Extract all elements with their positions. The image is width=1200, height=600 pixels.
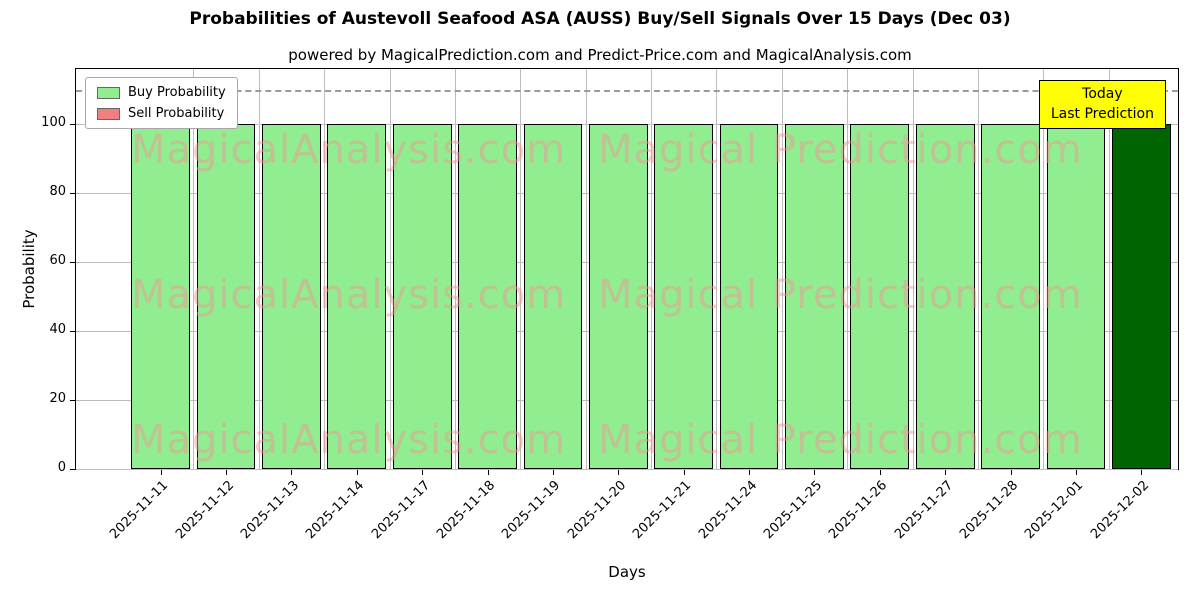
bar: [850, 124, 910, 469]
bar: [1111, 124, 1171, 469]
x-tick-label: 2025-11-26: [826, 478, 891, 543]
x-tick-mark: [552, 469, 554, 475]
x-tick-mark: [422, 469, 424, 475]
x-tick-mark: [226, 469, 228, 475]
legend-item-sell: Sell Probability: [97, 106, 226, 121]
dashed-guideline: [76, 89, 1178, 92]
x-gridline: [912, 69, 914, 469]
x-tick-label: 2025-11-11: [107, 478, 172, 543]
y-tick-label: 100: [41, 115, 66, 131]
chart-title: Probabilities of Austevoll Seafood ASA (…: [189, 9, 1011, 29]
x-tick-mark: [945, 469, 947, 475]
legend: Buy Probability Sell Probability: [85, 77, 238, 129]
x-tick-mark: [356, 469, 358, 475]
y-tick-label: 0: [57, 460, 66, 475]
y-tick-label: 20: [49, 391, 66, 407]
legend-swatch-buy: [97, 86, 120, 99]
y-tick-label: 60: [49, 253, 66, 269]
bar: [392, 124, 452, 469]
bar: [523, 124, 583, 469]
bar: [196, 124, 256, 469]
watermark-text: Magical Prediction.com: [598, 417, 1083, 463]
watermark-text: MagicalAnalysis.com: [131, 417, 567, 463]
bar: [588, 124, 648, 469]
legend-item-buy: Buy Probability: [97, 85, 226, 100]
x-gridline: [585, 69, 587, 469]
x-tick-mark: [160, 469, 162, 475]
y-tick-mark: [70, 469, 76, 470]
x-gridline: [716, 69, 718, 469]
legend-swatch-sell: [97, 107, 120, 120]
bar: [719, 124, 779, 469]
x-tick-mark: [683, 469, 685, 475]
x-tick-label: 2025-12-02: [1087, 478, 1152, 543]
x-gridline: [977, 69, 979, 469]
x-tick-label: 2025-11-20: [564, 478, 629, 543]
x-tick-label: 2025-11-28: [957, 478, 1022, 543]
bar: [915, 124, 975, 469]
x-tick-mark: [749, 469, 751, 475]
x-gridline: [454, 69, 456, 469]
y-tick-mark: [70, 400, 76, 402]
y-tick-mark: [70, 193, 76, 195]
y-tick-mark: [70, 331, 76, 333]
today-annotation-line2: Last Prediction: [1050, 106, 1154, 123]
x-tick-label: 2025-11-12: [172, 478, 237, 543]
x-tick-mark: [879, 469, 881, 475]
x-gridline: [1043, 69, 1045, 469]
bar: [654, 124, 714, 469]
x-gridline: [389, 69, 391, 469]
x-tick-label: 2025-11-27: [891, 478, 956, 543]
x-tick-mark: [291, 469, 293, 475]
x-tick-label: 2025-12-01: [1022, 478, 1087, 543]
y-axis-label: Probability: [20, 229, 38, 309]
x-tick-mark: [618, 469, 620, 475]
watermark-text: Magical Prediction.com: [598, 272, 1083, 318]
y-tick-label: 80: [49, 184, 66, 200]
y-tick-mark: [70, 262, 76, 264]
x-axis-label: Days: [608, 563, 646, 581]
x-gridline: [781, 69, 783, 469]
legend-label-sell: Sell Probability: [128, 106, 225, 121]
x-gridline: [324, 69, 326, 469]
plot-area: MagicalAnalysis.com Magical Prediction.c…: [41, 68, 1179, 542]
x-tick-mark: [487, 469, 489, 475]
y-gridline: [76, 469, 1178, 470]
today-annotation-line1: Today: [1082, 86, 1123, 102]
x-tick-label: 2025-11-24: [695, 478, 760, 543]
watermark-text: MagicalAnalysis.com: [131, 127, 567, 173]
y-tick-mark: [70, 124, 76, 126]
legend-label-buy: Buy Probability: [128, 85, 226, 100]
x-gridline: [258, 69, 260, 469]
x-gridline: [193, 69, 195, 469]
x-tick-label: 2025-11-18: [434, 478, 499, 543]
watermark-text: MagicalAnalysis.com: [131, 272, 567, 318]
watermark-text: Magical Prediction.com: [598, 127, 1083, 173]
x-gridline: [847, 69, 849, 469]
x-tick-mark: [1141, 469, 1143, 475]
x-gridline: [651, 69, 652, 469]
today-annotation: Today Last Prediction: [1038, 80, 1166, 129]
x-tick-label: 2025-11-17: [368, 478, 433, 543]
bar: [785, 124, 844, 469]
x-tick-label: 2025-11-21: [630, 478, 695, 543]
x-tick-mark: [1075, 469, 1077, 475]
x-tick-label: 2025-11-13: [238, 478, 303, 543]
bar: [327, 124, 387, 469]
bar: [458, 124, 517, 469]
x-tick-label: 2025-11-25: [761, 478, 826, 543]
x-tick-label: 2025-11-19: [499, 478, 564, 543]
x-tick-mark: [814, 469, 816, 475]
bar: [1046, 124, 1106, 469]
x-gridline: [1108, 69, 1110, 469]
x-gridline: [520, 69, 522, 469]
x-tick-mark: [1010, 469, 1012, 475]
chart-subtitle: powered by MagicalPrediction.com and Pre…: [288, 46, 912, 64]
bar: [981, 124, 1040, 469]
y-tick-label: 40: [49, 322, 66, 338]
x-tick-label: 2025-11-14: [303, 478, 368, 543]
bar: [262, 124, 321, 469]
